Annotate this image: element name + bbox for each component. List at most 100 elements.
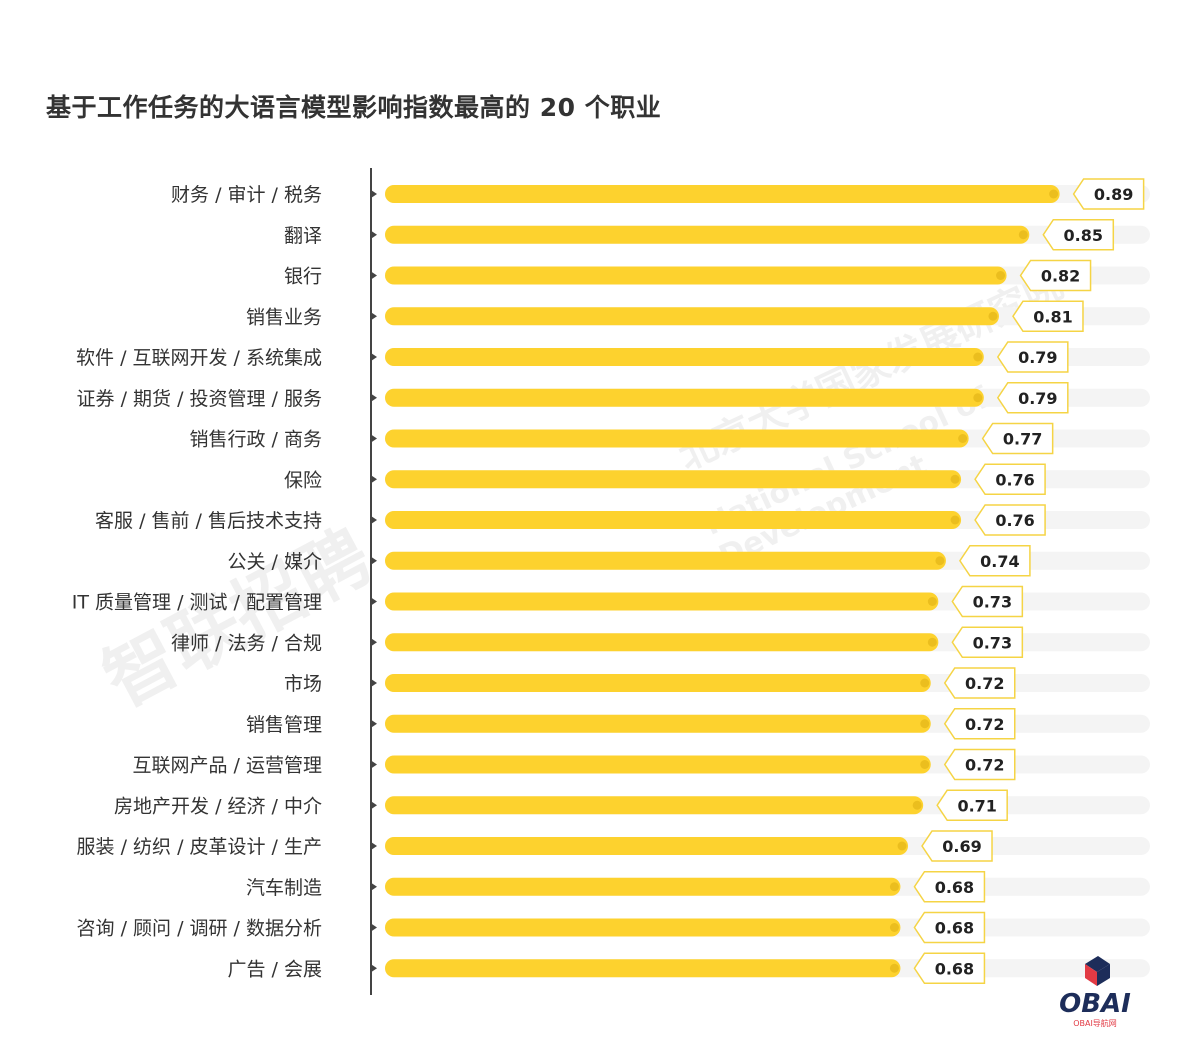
value-label: 0.73 (973, 633, 1012, 652)
value-label-box (996, 382, 1069, 414)
value-label-box (1042, 219, 1115, 251)
bar (385, 185, 1060, 203)
value-label: 0.69 (942, 837, 981, 856)
value-label-box (913, 871, 986, 903)
value-label: 0.71 (957, 796, 996, 815)
value-label-box (951, 626, 1024, 658)
axis-tick (371, 393, 377, 402)
axis-tick (371, 475, 377, 484)
chart-title: 基于工作任务的大语言模型影响指数最高的 20 个职业 (46, 93, 662, 122)
value-label-box (1072, 178, 1145, 210)
value-label-box (921, 830, 993, 862)
bar (385, 714, 931, 733)
bar-end-dot (920, 678, 930, 688)
category-label: 咨询 / 顾问 / 调研 / 数据分析 (77, 918, 322, 940)
axis-tick (371, 760, 377, 769)
bar (385, 877, 901, 896)
axis-tick (371, 882, 377, 891)
bar-end-dot (973, 352, 983, 362)
category-label: 广告 / 会展 (228, 958, 322, 980)
bar (385, 837, 909, 855)
bar-end-dot (935, 556, 945, 566)
bar-end-dot (912, 800, 922, 810)
category-label: 律师 / 法务 / 合规 (171, 632, 322, 654)
value-label-box (959, 545, 1031, 577)
bar-end-dot (950, 515, 960, 525)
value-label: 0.81 (1033, 307, 1072, 326)
value-label-box (1012, 300, 1084, 332)
bar (385, 633, 939, 652)
bar (385, 348, 984, 366)
bar-end-dot (920, 719, 930, 729)
axis-tick (371, 230, 377, 239)
category-label: 服装 / 纺织 / 皮革设计 / 生产 (77, 836, 322, 858)
value-label: 0.76 (995, 511, 1034, 530)
bar (385, 307, 999, 326)
value-label-box (981, 422, 1054, 455)
bar-end-dot (996, 271, 1006, 280)
value-label-box (974, 504, 1046, 536)
value-label-box (1019, 259, 1092, 292)
bar-end-dot (973, 393, 983, 403)
category-label: 银行 (284, 266, 322, 288)
category-label: IT 质量管理 / 测试 / 配置管理 (72, 592, 322, 614)
bar-end-dot (927, 597, 937, 606)
axis-tick (371, 801, 377, 810)
value-label: 0.68 (935, 919, 974, 938)
value-label: 0.72 (965, 715, 1004, 734)
value-label: 0.76 (995, 470, 1034, 489)
value-label: 0.68 (935, 878, 974, 897)
axis-tick (371, 679, 377, 687)
axis-tick (371, 964, 377, 973)
value-label: 0.73 (973, 593, 1012, 612)
bar (385, 429, 969, 448)
category-label: 软件 / 互联网开发 / 系统集成 (76, 347, 322, 369)
bar (385, 796, 924, 815)
value-label-box (943, 708, 1016, 740)
bar (385, 388, 984, 407)
axis-tick (371, 719, 377, 728)
bar-end-dot (988, 311, 998, 321)
bar (385, 918, 901, 937)
axis-tick (371, 842, 377, 850)
bar (385, 674, 931, 692)
value-label-box (974, 463, 1046, 495)
value-label-box (936, 789, 1008, 821)
category-label: 销售行政 / 商务 (190, 429, 322, 451)
category-label: 市场 (284, 673, 322, 695)
category-label: 互联网产品 / 运营管理 (133, 755, 322, 777)
category-label: 公关 / 媒介 (228, 551, 322, 573)
category-label: 证券 / 期货 / 投资管理 / 服务 (77, 388, 322, 410)
value-label-box (913, 952, 986, 984)
obai-logo: OBAI OBAI导航网 (1040, 950, 1150, 1030)
value-label: 0.79 (1018, 348, 1057, 367)
value-label: 0.85 (1064, 226, 1103, 245)
bar-end-dot (1049, 189, 1059, 199)
svg-text:OBAI导航网: OBAI导航网 (1073, 1018, 1117, 1028)
value-label: 0.77 (1003, 430, 1042, 449)
value-label: 0.72 (965, 756, 1004, 775)
category-label: 汽车制造 (246, 877, 322, 899)
bar (385, 551, 946, 570)
value-label: 0.89 (1094, 185, 1133, 204)
value-label: 0.74 (980, 552, 1019, 571)
axis-tick (371, 271, 377, 280)
axis-tick (371, 597, 377, 606)
axis-tick (371, 353, 377, 361)
svg-text:OBAI: OBAI (1059, 989, 1131, 1019)
bar-end-dot (889, 963, 899, 973)
bar-end-dot (889, 923, 899, 932)
category-label: 销售业务 (246, 306, 322, 328)
bar (385, 266, 1007, 285)
value-label: 0.82 (1041, 267, 1080, 286)
value-label-box (943, 748, 1016, 781)
axis-tick (371, 312, 377, 321)
bar (385, 511, 962, 529)
category-label: 翻译 (284, 225, 322, 247)
value-label-box (996, 341, 1069, 373)
category-label: 客服 / 售前 / 售后技术支持 (95, 510, 322, 532)
bar-end-dot (920, 760, 930, 769)
bar-end-dot (1018, 230, 1028, 240)
bar (385, 470, 962, 489)
